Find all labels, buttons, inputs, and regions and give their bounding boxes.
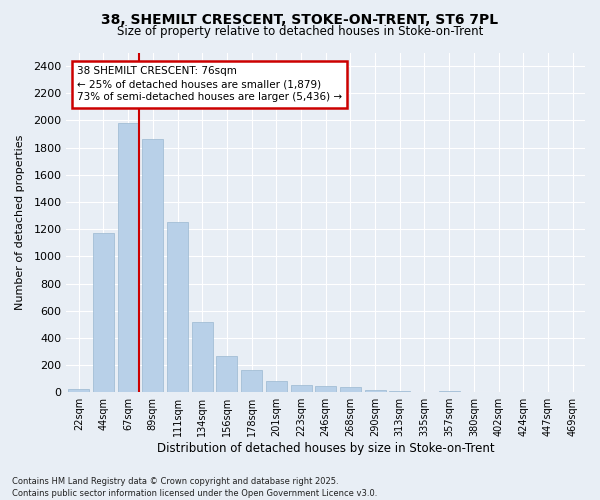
Bar bbox=[167, 222, 188, 392]
Bar bbox=[315, 386, 336, 392]
X-axis label: Distribution of detached houses by size in Stoke-on-Trent: Distribution of detached houses by size … bbox=[157, 442, 494, 455]
Bar bbox=[266, 380, 287, 392]
Bar bbox=[439, 391, 460, 392]
Bar bbox=[142, 140, 163, 392]
Bar bbox=[118, 123, 139, 392]
Bar bbox=[68, 389, 89, 392]
Bar bbox=[365, 390, 386, 392]
Bar bbox=[192, 322, 213, 392]
Text: 38 SHEMILT CRESCENT: 76sqm
← 25% of detached houses are smaller (1,879)
73% of s: 38 SHEMILT CRESCENT: 76sqm ← 25% of deta… bbox=[77, 66, 342, 102]
Text: Size of property relative to detached houses in Stoke-on-Trent: Size of property relative to detached ho… bbox=[117, 25, 483, 38]
Bar bbox=[93, 232, 114, 392]
Text: 38, SHEMILT CRESCENT, STOKE-ON-TRENT, ST6 7PL: 38, SHEMILT CRESCENT, STOKE-ON-TRENT, ST… bbox=[101, 12, 499, 26]
Bar bbox=[340, 388, 361, 392]
Bar bbox=[389, 391, 410, 392]
Text: Contains HM Land Registry data © Crown copyright and database right 2025.
Contai: Contains HM Land Registry data © Crown c… bbox=[12, 476, 377, 498]
Y-axis label: Number of detached properties: Number of detached properties bbox=[15, 134, 25, 310]
Bar bbox=[290, 386, 311, 392]
Bar bbox=[217, 356, 238, 392]
Bar bbox=[241, 370, 262, 392]
